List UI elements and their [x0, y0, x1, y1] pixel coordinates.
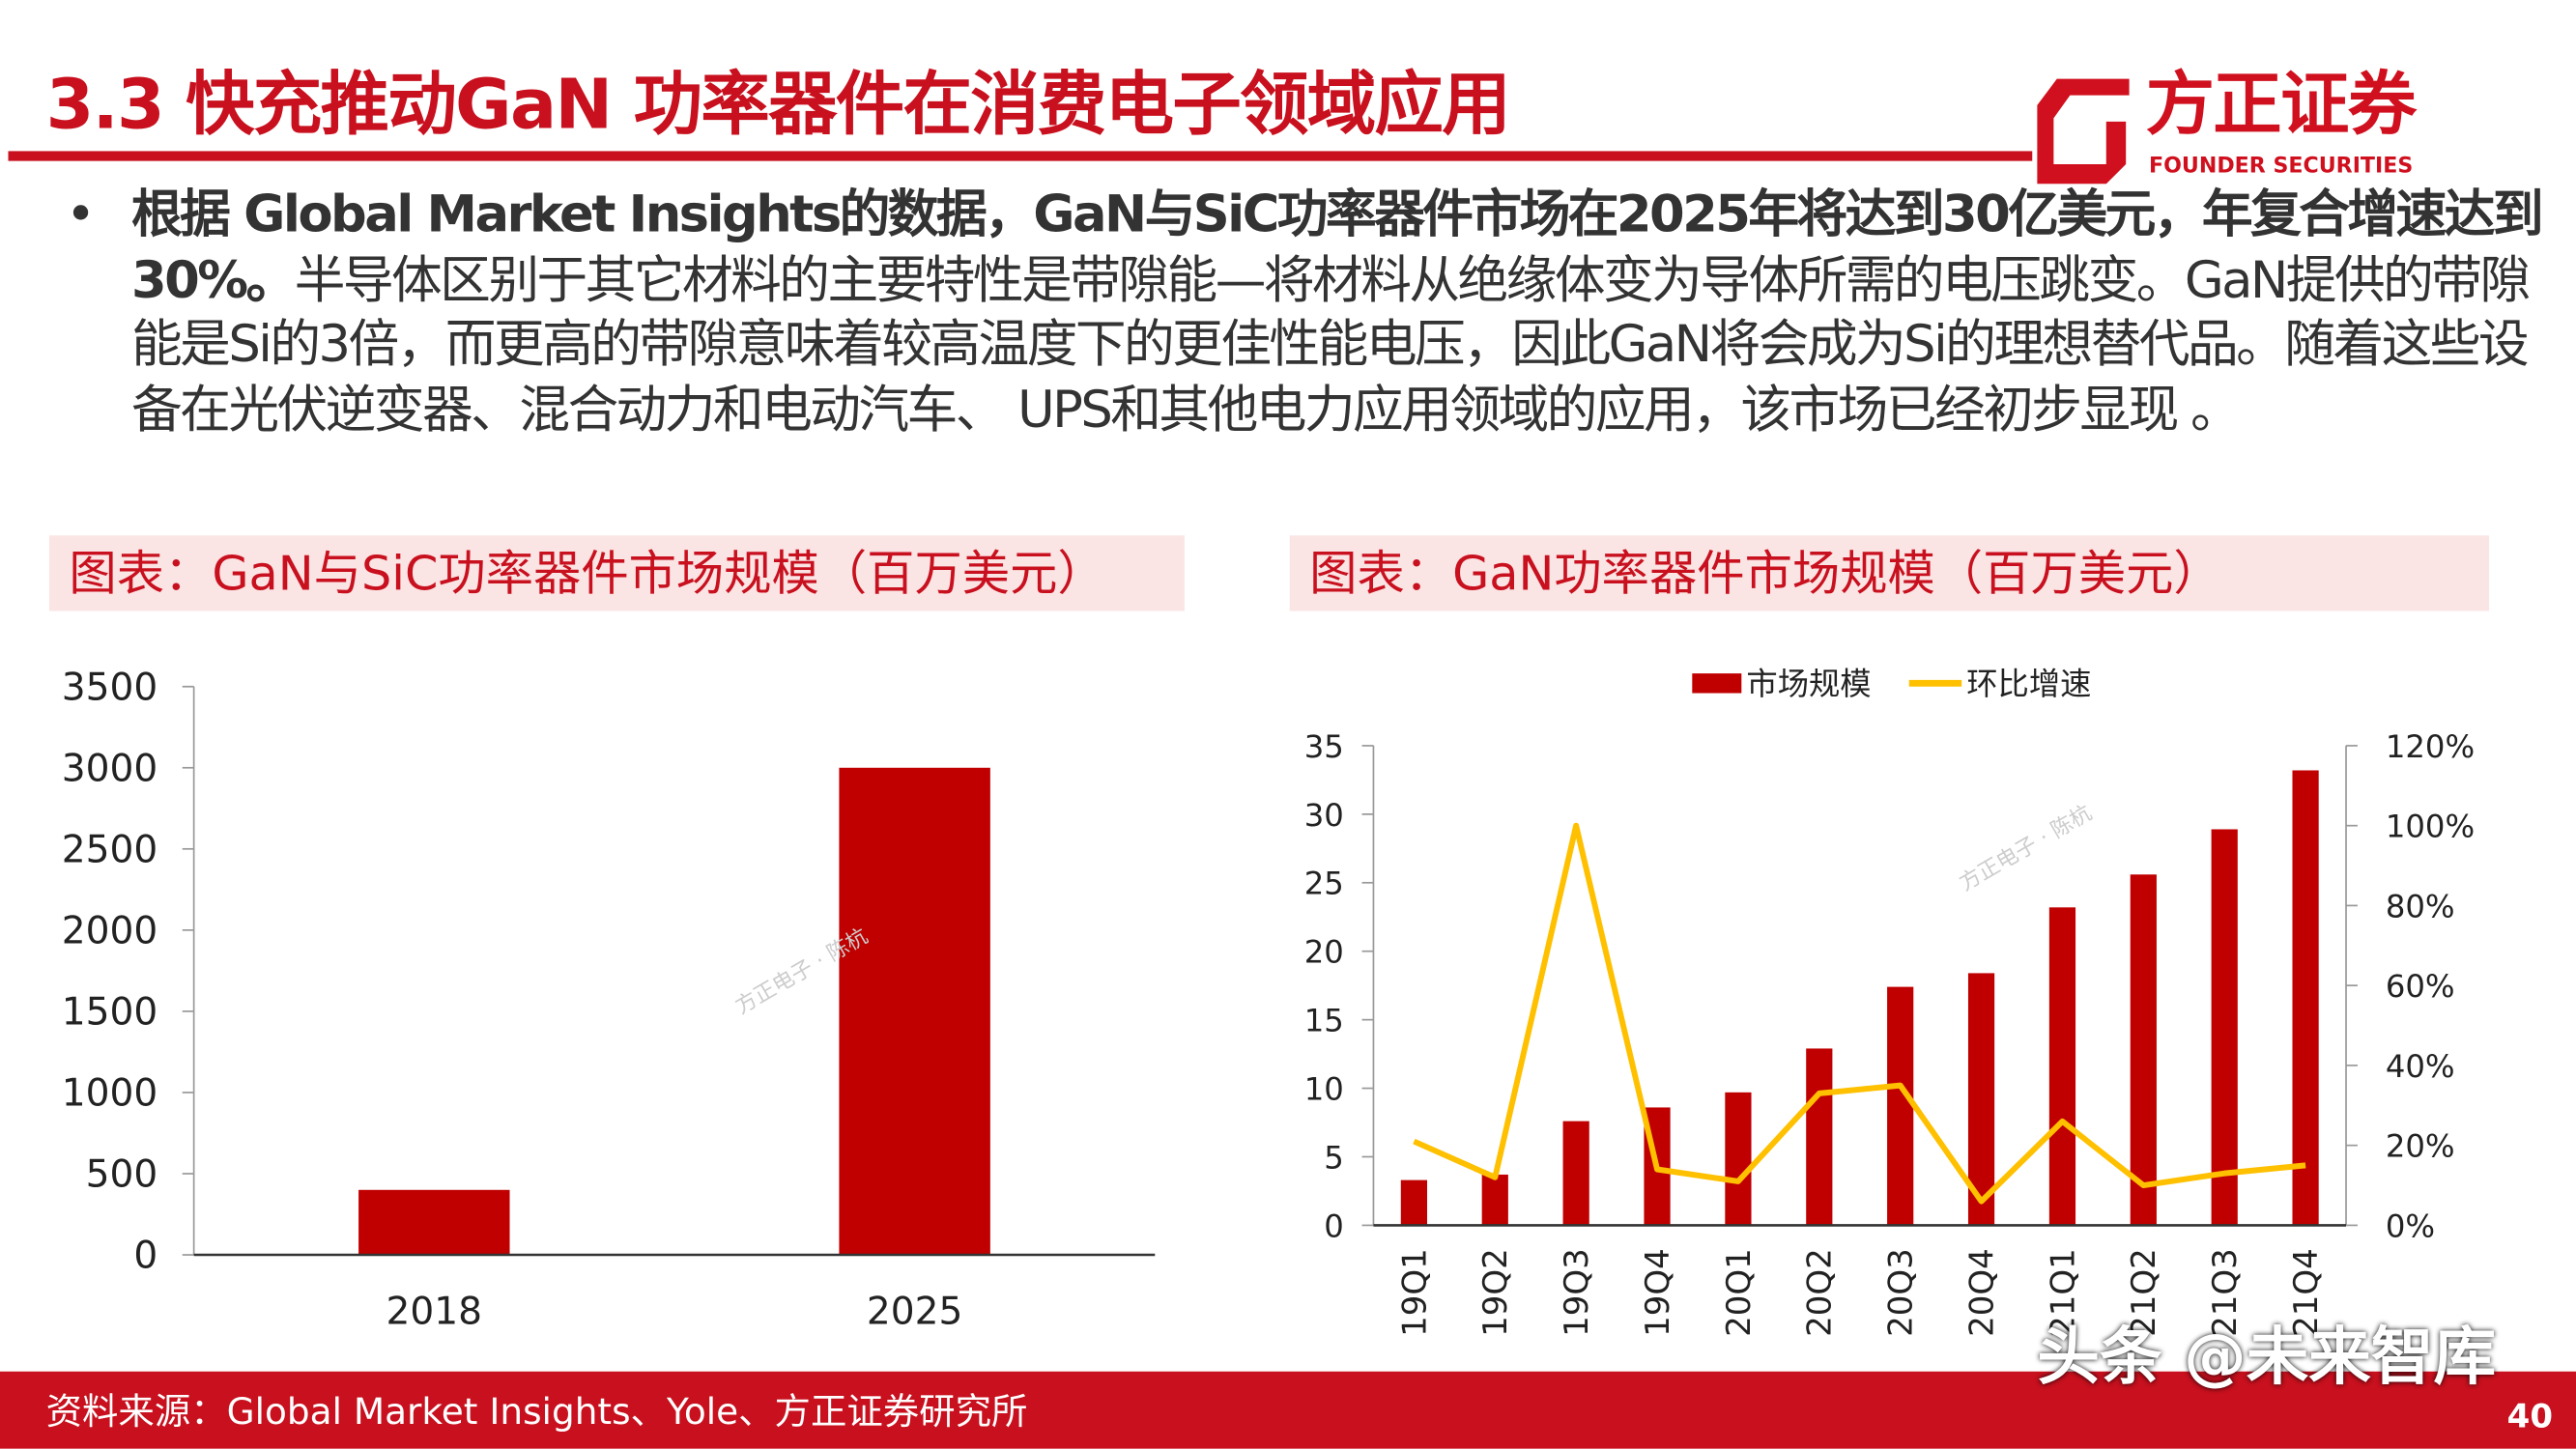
x-tick-label: 2018	[386, 1290, 482, 1333]
founder-logo	[2037, 78, 2130, 185]
right-y-tick-label: 0%	[2386, 1208, 2435, 1244]
x-tick-label: 21Q2	[2125, 1248, 2163, 1337]
x-tick-label: 2025	[867, 1290, 963, 1333]
x-tick-label: 19Q3	[1558, 1248, 1596, 1337]
bold-lead: 根据 Global Market Insights的数据，GaN与SiC功率器件…	[131, 185, 2544, 310]
x-tick-label: 20Q1	[1720, 1248, 1759, 1337]
right-y-tick-label: 60%	[2386, 968, 2455, 1005]
x-tick-label: 21Q3	[2206, 1248, 2245, 1337]
bar	[2292, 770, 2319, 1226]
left-y-tick-label: 30	[1304, 797, 1344, 834]
y-tick-label: 1500	[62, 991, 157, 1035]
growth-line	[1413, 822, 2306, 1205]
bar	[1400, 1179, 1427, 1226]
x-tick-label: 20Q4	[1962, 1248, 2001, 1337]
y-tick-label: 2000	[62, 909, 157, 952]
legend-label: 市场规模	[1746, 666, 1871, 702]
left-y-tick-label: 5	[1324, 1139, 1344, 1176]
x-tick-label: 19Q4	[1639, 1248, 1677, 1337]
legend-swatch-bar	[1692, 673, 1742, 694]
right-y-tick-label: 40%	[2386, 1048, 2455, 1085]
bar	[1562, 1121, 1589, 1226]
bar	[2211, 829, 2238, 1226]
bar	[1806, 1048, 1833, 1226]
logo-subtext: FOUNDER SECURITIES	[2148, 154, 2414, 180]
x-tick-label: 19Q2	[1476, 1248, 1515, 1337]
watermark: 头条 @未来智库	[2037, 1321, 2497, 1393]
left-y-tick-label: 0	[1324, 1208, 1344, 1244]
logo-text: 方正证券	[2145, 64, 2418, 145]
x-tick-label: 21Q1	[2044, 1248, 2082, 1337]
page-number: 40	[2506, 1396, 2554, 1436]
bar	[1887, 986, 1914, 1226]
source-note: 资料来源：Global Market Insights、Yole、方正证券研究所	[45, 1392, 1028, 1435]
left-y-tick-label: 25	[1304, 866, 1344, 902]
bar	[2048, 907, 2076, 1226]
left-y-tick-label: 10	[1304, 1070, 1344, 1107]
y-tick-label: 2500	[62, 828, 157, 871]
y-tick-label: 1000	[62, 1072, 157, 1116]
x-tick-label: 21Q4	[2287, 1248, 2326, 1337]
bar	[1481, 1174, 1508, 1226]
right-y-tick-label: 20%	[2386, 1128, 2455, 1165]
left-y-tick-label: 20	[1304, 934, 1344, 971]
title-divider	[8, 151, 2033, 161]
page-title: 3.3 快充推动GaN 功率器件在消费电子领域应用	[45, 64, 1511, 145]
bullet-paragraph: • 根据 Global Market Insights的数据，GaN与SiC功率…	[66, 184, 2555, 443]
y-tick-label: 3500	[62, 666, 157, 709]
chart-caption-right: 图表：GaN功率器件市场规模（百万美元）	[1289, 535, 2489, 611]
x-tick-label: 20Q3	[1882, 1248, 1921, 1337]
y-tick-label: 500	[86, 1153, 158, 1197]
y-tick-label: 3000	[62, 747, 157, 790]
y-tick-label: 0	[133, 1235, 157, 1278]
left-y-tick-label: 35	[1304, 728, 1344, 765]
gan-market-combo-chart: 0 5 10 15 20 25 30 35 0% 20% 40% 60% 80% 100% 120% 19Q1…	[1304, 666, 2475, 1337]
x-tick-label: 19Q1	[1395, 1248, 1434, 1337]
bar	[1725, 1092, 1752, 1226]
right-y-tick-label: 80%	[2386, 888, 2455, 924]
bullet-dot: •	[66, 185, 96, 245]
chart-caption-left: 图表：GaN与SiC功率器件市场规模（百万美元）	[49, 535, 1185, 611]
footer-bar	[0, 1371, 2576, 1449]
right-y-tick-label: 120%	[2386, 728, 2475, 765]
legend-label: 环比增速	[1966, 666, 2091, 702]
body-text: 半导体区别于其它材料的主要特性是带隙能—将材料从绝缘体变为导体所需的电压跳变。G…	[131, 250, 2531, 440]
chart-watermark: 方正电子 · 陈杭	[1955, 800, 2096, 895]
right-y-tick-label: 100%	[2386, 809, 2475, 845]
left-y-tick-label: 15	[1304, 1003, 1344, 1039]
x-tick-label: 20Q2	[1801, 1248, 1840, 1337]
bar	[839, 767, 990, 1256]
bar	[1967, 973, 1995, 1226]
bar	[2130, 874, 2157, 1226]
bar	[358, 1189, 510, 1256]
